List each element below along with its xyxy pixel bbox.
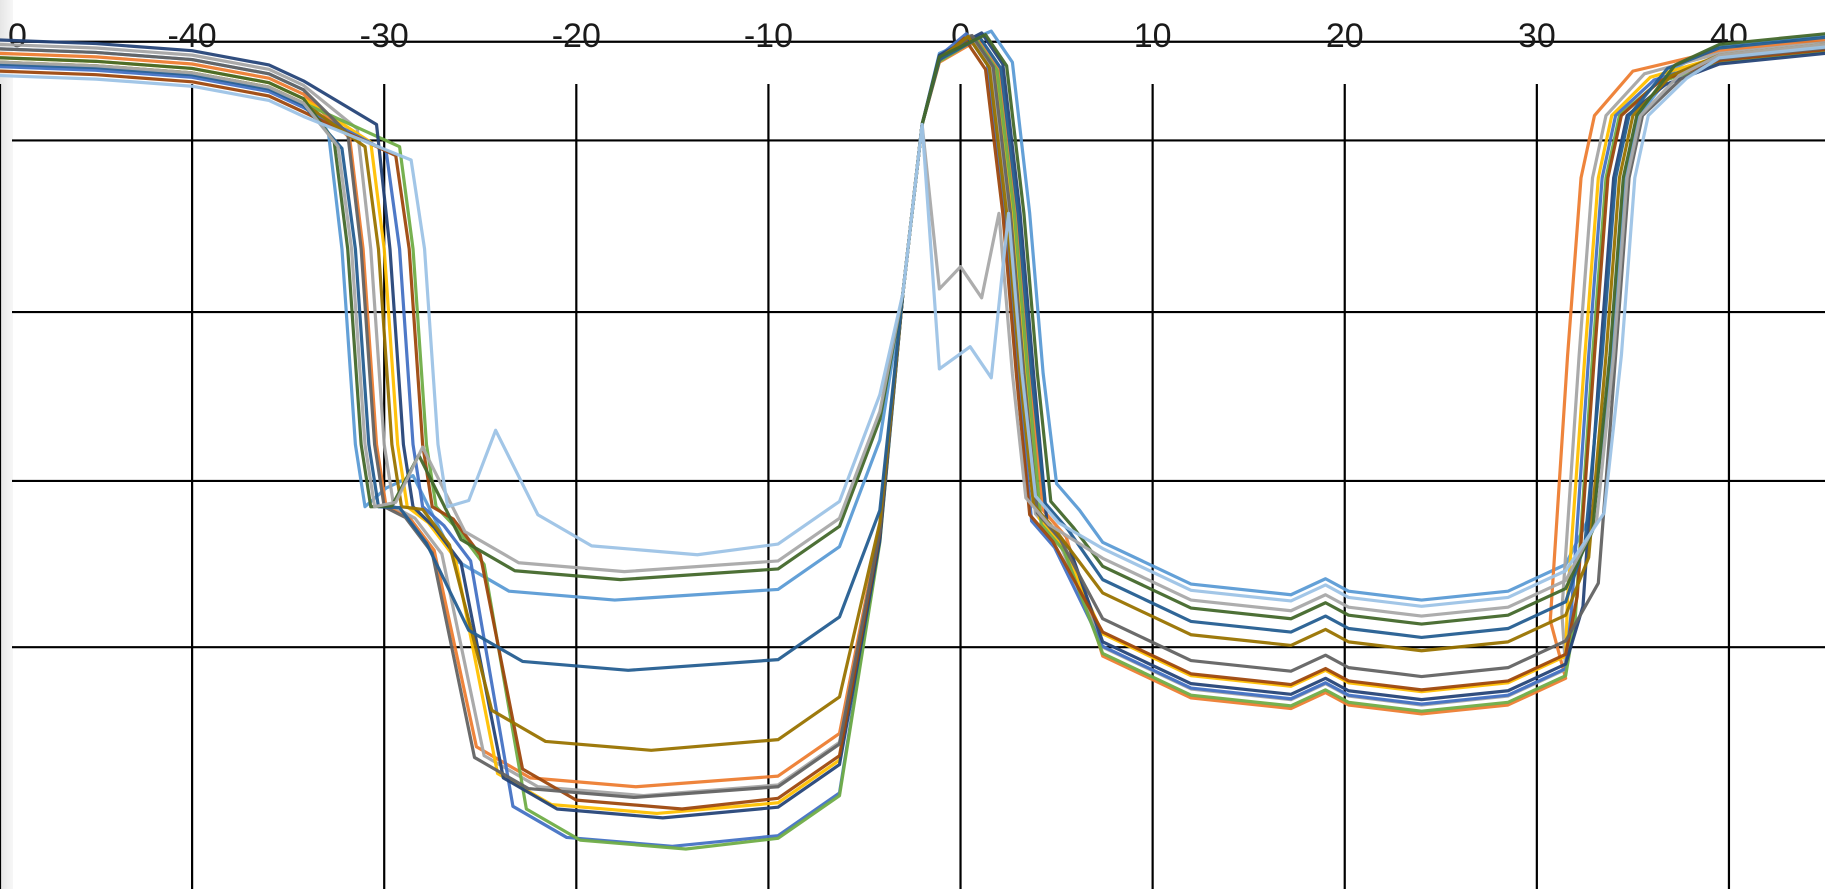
series-line-10 (0, 34, 1825, 752)
x-tick-label-8: 30 (1518, 17, 1556, 55)
x-tick-label-3: -20 (552, 17, 601, 55)
series-line-11 (0, 35, 1825, 672)
chart-left-edge (0, 0, 13, 889)
series-line-6 (0, 37, 1825, 851)
series-line-7 (0, 31, 1825, 820)
series-line-13 (0, 42, 1825, 618)
series-line-8 (0, 36, 1825, 811)
x-tick-labels: 0 -40 -30 -20 -10 0 10 20 30 40 (8, 17, 1748, 55)
series-line-14 (0, 45, 1825, 608)
x-tick-label-7: 20 (1326, 17, 1364, 55)
series-line-9 (0, 33, 1825, 800)
series-line-5 (0, 32, 1825, 848)
series-line-12 (0, 32, 1825, 626)
series-line-1 (0, 29, 1825, 602)
x-tick-label-6: 10 (1134, 17, 1172, 55)
series-lines (0, 29, 1825, 851)
x-tick-label-2: -30 (360, 17, 409, 55)
gridlines (0, 40, 1825, 889)
series-line-4 (0, 35, 1825, 816)
x-tick-label-4: -10 (744, 17, 793, 55)
